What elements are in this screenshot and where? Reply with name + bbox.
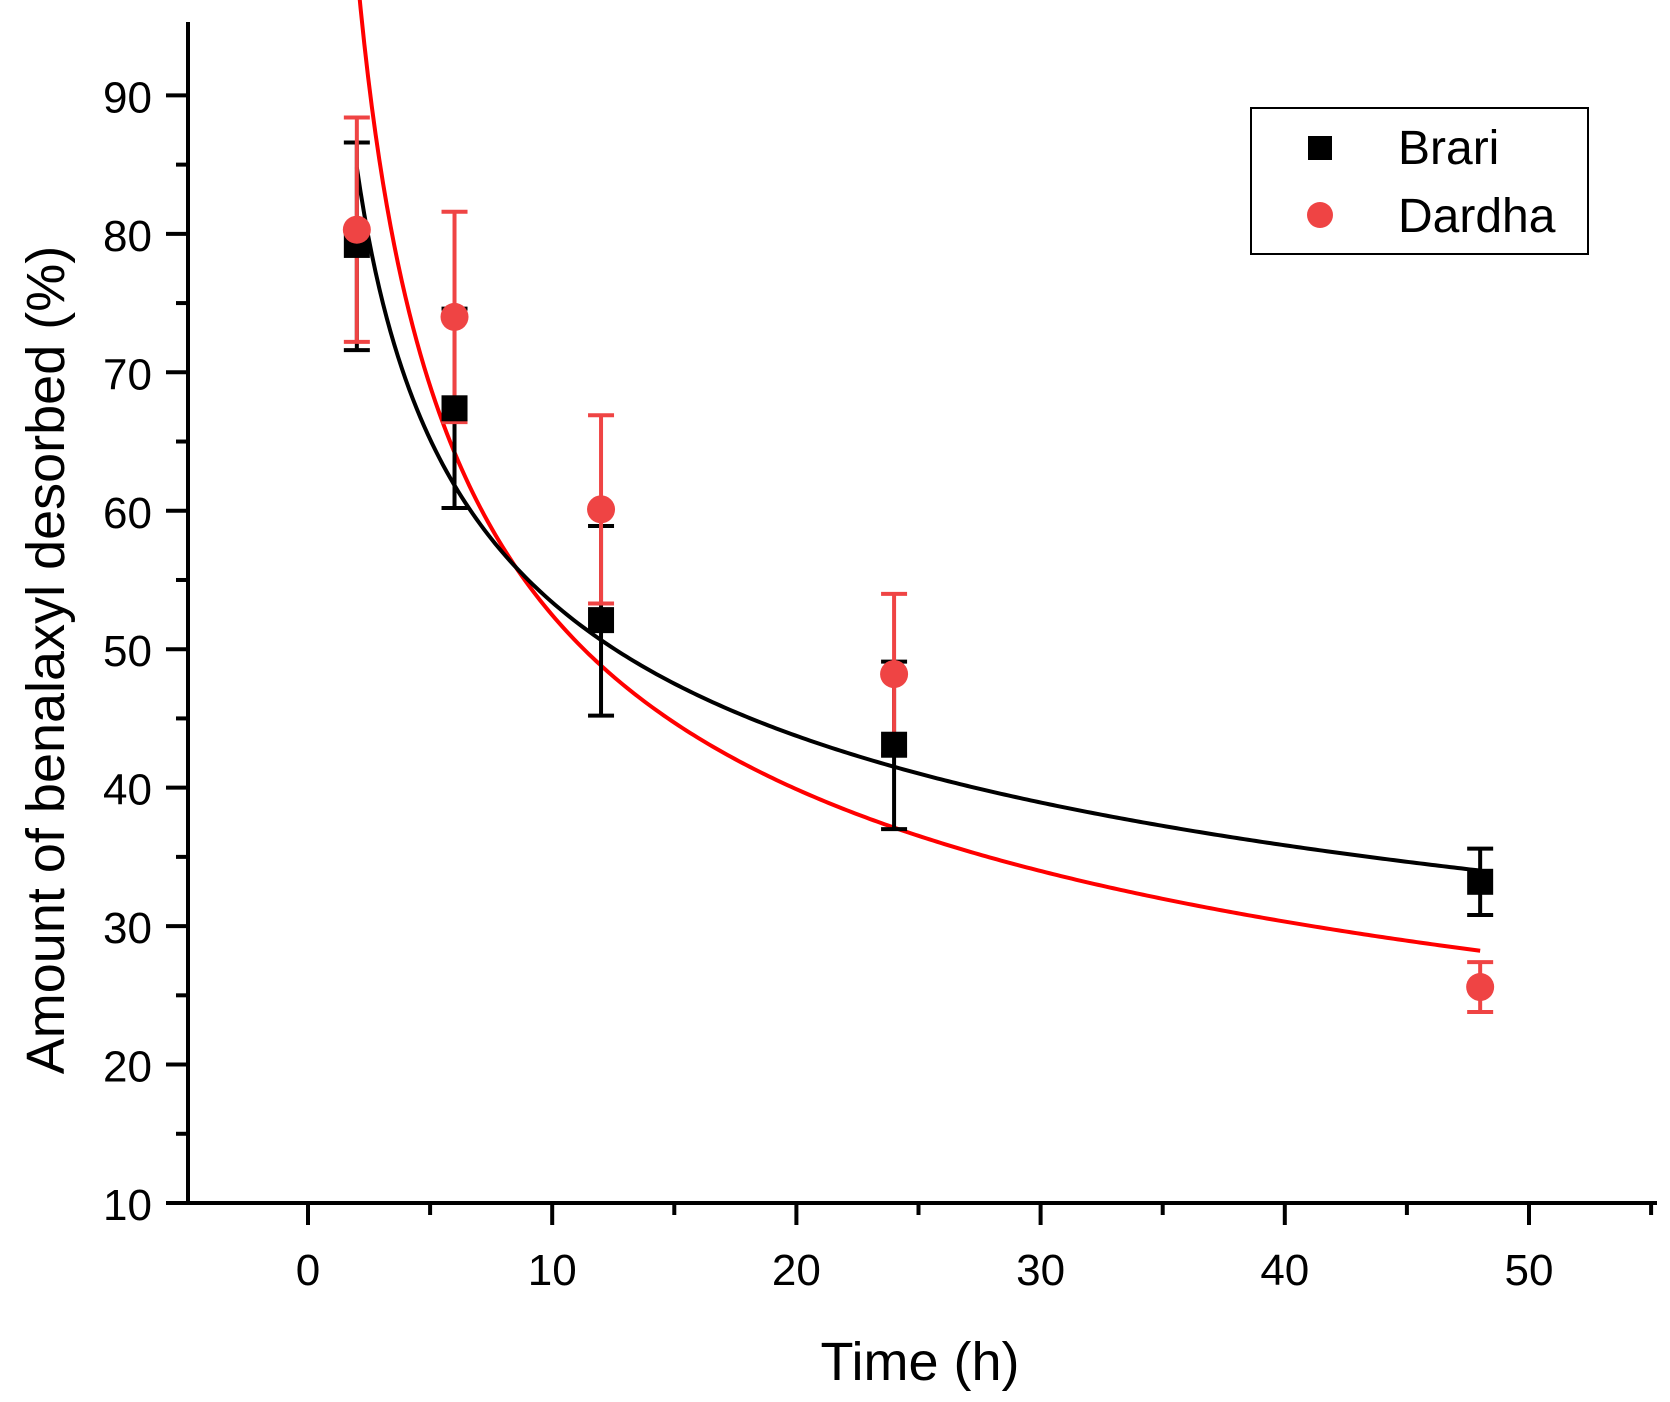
data-point-dardha bbox=[587, 495, 616, 524]
y-axis-label: Amount of benalaxyl desorbed (%) bbox=[16, 246, 76, 1074]
y-ticks: 10 20 30 40 50 60 70 80 90 bbox=[103, 73, 188, 1230]
data-point-dardha bbox=[1466, 973, 1495, 1002]
fit-curve-dardha bbox=[357, 0, 1481, 953]
data-point-brari bbox=[881, 731, 908, 758]
legend-box bbox=[1250, 107, 1589, 255]
x-tick-label: 50 bbox=[1505, 1246, 1554, 1295]
y-tick-label: 60 bbox=[103, 489, 152, 538]
data-points bbox=[342, 215, 1495, 1002]
data-point-dardha bbox=[342, 215, 371, 244]
x-ticks: 0 10 20 30 40 50 bbox=[296, 1203, 1654, 1295]
legend-marker-dardha bbox=[1307, 202, 1333, 228]
y-tick-label: 70 bbox=[103, 350, 152, 399]
y-tick-label: 20 bbox=[103, 1043, 152, 1092]
y-tick-label: 10 bbox=[103, 1181, 152, 1230]
fit-curve-brari bbox=[354, 167, 1481, 873]
legend-label-dardha: Dardha bbox=[1398, 190, 1556, 243]
y-tick-label: 40 bbox=[103, 766, 152, 815]
x-tick-label: 10 bbox=[528, 1246, 577, 1295]
x-tick-label: 20 bbox=[772, 1246, 821, 1295]
legend-label-brari: Brari bbox=[1398, 122, 1499, 175]
data-point-dardha bbox=[440, 302, 469, 331]
y-tick-label: 80 bbox=[103, 212, 152, 261]
y-tick-label: 90 bbox=[103, 73, 152, 122]
legend-marker-brari bbox=[1308, 136, 1332, 160]
data-point-brari bbox=[1467, 868, 1494, 895]
data-point-brari bbox=[441, 395, 468, 422]
y-tick-label: 30 bbox=[103, 904, 152, 953]
x-tick-label: 40 bbox=[1260, 1246, 1309, 1295]
legend: Brari Dardha bbox=[1250, 107, 1589, 255]
x-tick-label: 30 bbox=[1016, 1246, 1065, 1295]
data-point-dardha bbox=[880, 660, 909, 689]
axes: 10 20 30 40 50 60 70 80 90 0 10 20 30 40 50 bbox=[103, 22, 1657, 1295]
x-tick-label: 0 bbox=[296, 1246, 320, 1295]
x-axis-label: Time (h) bbox=[821, 1332, 1020, 1392]
fit-curves bbox=[354, 0, 1481, 953]
y-tick-label: 50 bbox=[103, 627, 152, 676]
data-point-brari bbox=[588, 607, 615, 634]
